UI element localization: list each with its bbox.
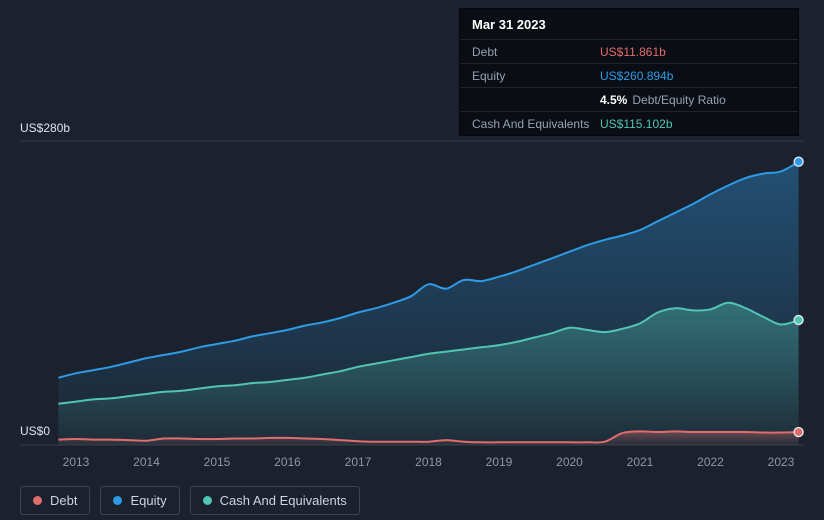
tooltip-label-equity: Equity xyxy=(472,68,506,83)
tooltip-row-ratio: 4.5% Debt/Equity Ratio xyxy=(460,87,798,111)
tooltip-label-debt: Debt xyxy=(472,44,498,59)
debt-dot-icon xyxy=(33,496,42,505)
x-axis-label-2023: 2023 xyxy=(767,455,795,469)
legend-item-equity[interactable]: Equity xyxy=(100,486,180,515)
cash-end-dot[interactable] xyxy=(793,314,804,326)
tooltip-row-cash: Cash And Equivalents US$115.102b xyxy=(460,111,798,135)
tooltip-ratio-value: 4.5% xyxy=(600,92,628,107)
tooltip-date: Mar 31 2023 xyxy=(472,17,546,32)
x-axis-label-2017: 2017 xyxy=(344,455,372,469)
debt-end-dot[interactable] xyxy=(793,426,804,438)
legend-item-cash[interactable]: Cash And Equivalents xyxy=(189,486,360,515)
legend-item-debt[interactable]: Debt xyxy=(20,486,91,515)
equity-end-dot[interactable] xyxy=(793,156,804,167)
legend-label-debt: Debt xyxy=(50,493,78,508)
x-axis-label-2018: 2018 xyxy=(415,455,442,469)
tooltip-row-equity: Equity US$260.894b xyxy=(460,63,798,87)
x-axis: 2013 2014 2015 2016 2017 2018 2019 2020 2021 2022… xyxy=(0,455,824,471)
legend-label-equity: Equity xyxy=(130,493,167,508)
debt-line xyxy=(58,430,799,444)
debt-area xyxy=(58,431,799,445)
x-axis-label-2013: 2013 xyxy=(62,455,90,469)
cash-area xyxy=(58,302,799,445)
cash-dot-icon xyxy=(202,496,212,505)
x-axis-label-2016: 2016 xyxy=(274,455,301,469)
chart-tooltip: Mar 31 2023 Debt US$11.861b Equity US$26… xyxy=(459,8,799,136)
x-axis-label-2022: 2022 xyxy=(697,455,724,469)
tooltip-ratio-caption: Debt/Equity Ratio xyxy=(632,92,726,107)
equity-line xyxy=(58,160,800,379)
x-axis-label-2019: 2019 xyxy=(485,455,513,469)
tooltip-row-debt: Debt US$11.861b xyxy=(460,39,798,63)
legend: Debt Equity Cash And Equivalents xyxy=(20,486,360,515)
legend-label-cash: Cash And Equivalents xyxy=(219,493,347,508)
x-axis-label-2015: 2015 xyxy=(203,455,231,469)
tooltip-value-cash: US$115.102b xyxy=(600,116,673,131)
x-axis-label-2014: 2014 xyxy=(133,455,160,469)
x-axis-label-2020: 2020 xyxy=(556,455,583,469)
equity-dot-icon xyxy=(113,496,123,505)
tooltip-value-equity: US$260.894b xyxy=(600,68,674,83)
x-axis-label-2021: 2021 xyxy=(626,455,654,469)
tooltip-label-cash: Cash And Equivalents xyxy=(472,116,590,131)
y-axis-label-zero: US$0 xyxy=(20,424,51,438)
y-axis-label-top: US$280b xyxy=(20,121,71,135)
tooltip-value-debt: US$11.861b xyxy=(600,44,666,59)
cash-line xyxy=(58,301,799,405)
